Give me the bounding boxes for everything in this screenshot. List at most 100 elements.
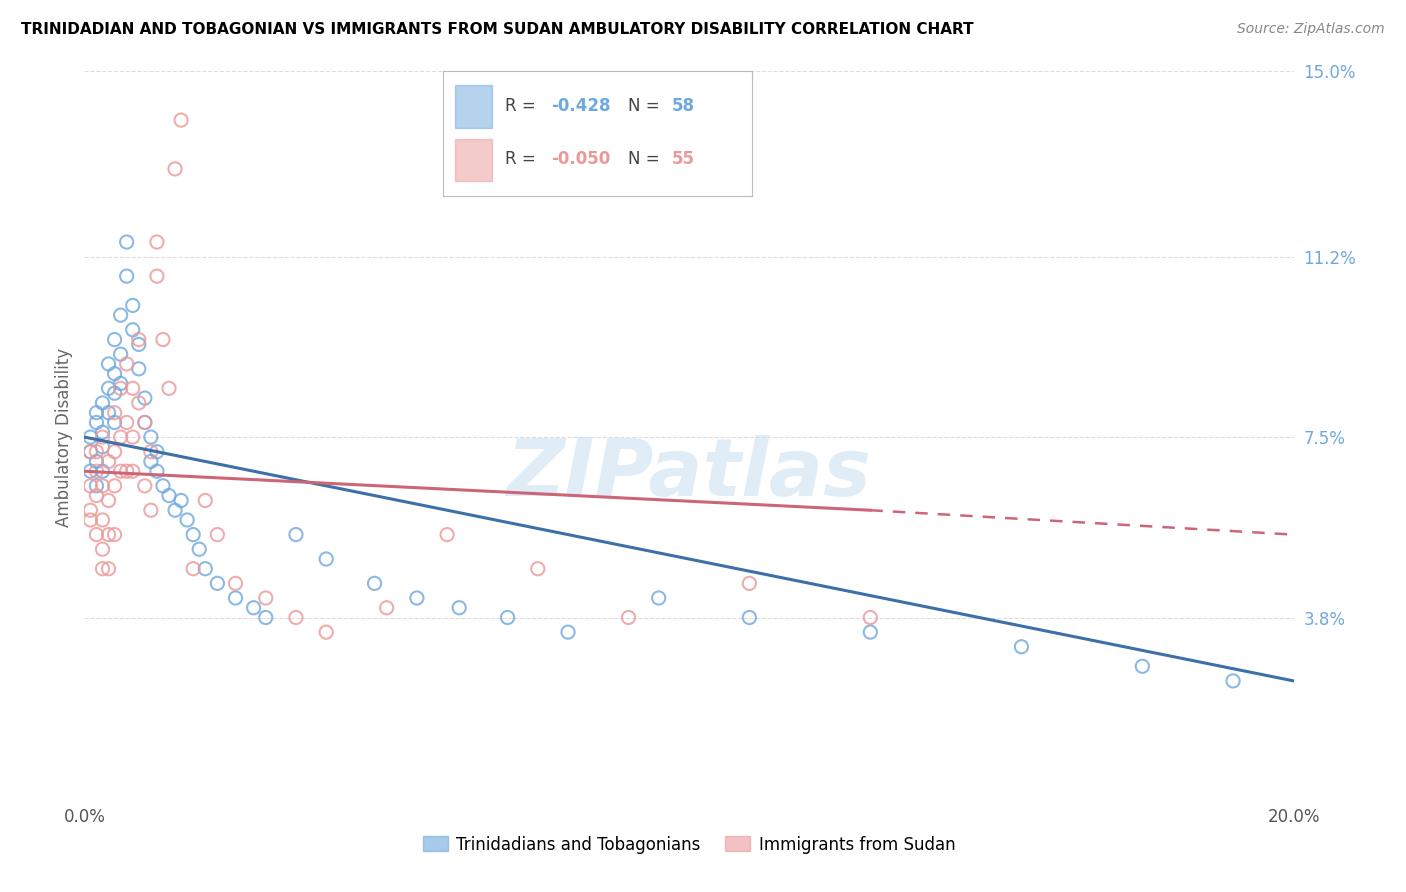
- Point: [115, 357, 138, 371]
- Point: [165, 161, 187, 176]
- Point: [225, 576, 247, 591]
- Point: [648, 591, 671, 605]
- Point: [194, 562, 217, 576]
- Point: [363, 576, 385, 591]
- Point: [97, 493, 120, 508]
- Point: [91, 513, 114, 527]
- Point: [97, 357, 120, 371]
- Text: -0.050: -0.050: [551, 150, 610, 168]
- Point: [97, 406, 120, 420]
- Point: [104, 386, 127, 401]
- Point: [86, 479, 108, 493]
- Point: [128, 337, 150, 351]
- Point: [134, 416, 156, 430]
- Point: [557, 625, 579, 640]
- Point: [97, 381, 120, 395]
- Point: [79, 503, 101, 517]
- Point: [207, 527, 229, 541]
- Point: [79, 479, 101, 493]
- Text: ZIPatlas: ZIPatlas: [506, 434, 872, 513]
- Point: [181, 562, 204, 576]
- Text: TRINIDADIAN AND TOBAGONIAN VS IMMIGRANTS FROM SUDAN AMBULATORY DISABILITY CORREL: TRINIDADIAN AND TOBAGONIAN VS IMMIGRANTS…: [21, 22, 974, 37]
- Point: [254, 591, 277, 605]
- Point: [146, 269, 169, 284]
- Point: [91, 464, 114, 478]
- Point: [79, 430, 101, 444]
- Point: [115, 464, 138, 478]
- Point: [115, 269, 138, 284]
- Point: [139, 430, 162, 444]
- Point: [449, 600, 471, 615]
- Point: [181, 527, 204, 541]
- Point: [110, 308, 132, 322]
- Point: [146, 464, 169, 478]
- Point: [91, 396, 114, 410]
- Point: [315, 552, 337, 566]
- Point: [285, 610, 308, 624]
- Point: [128, 396, 150, 410]
- Point: [207, 576, 229, 591]
- Text: -0.428: -0.428: [551, 97, 610, 115]
- Point: [157, 381, 180, 395]
- Point: [152, 333, 174, 347]
- Point: [86, 406, 108, 420]
- Point: [86, 454, 108, 468]
- Point: [79, 444, 101, 458]
- Point: [104, 527, 127, 541]
- Point: [242, 600, 264, 615]
- Text: N =: N =: [628, 150, 665, 168]
- Point: [152, 479, 174, 493]
- Point: [104, 444, 127, 458]
- Text: Source: ZipAtlas.com: Source: ZipAtlas.com: [1237, 22, 1385, 37]
- Point: [86, 527, 108, 541]
- Point: [91, 562, 114, 576]
- Point: [496, 610, 519, 624]
- Point: [225, 591, 247, 605]
- Point: [110, 430, 132, 444]
- Point: [104, 479, 127, 493]
- Point: [436, 527, 458, 541]
- Point: [104, 367, 127, 381]
- Point: [738, 576, 761, 591]
- Point: [121, 430, 143, 444]
- Point: [738, 610, 761, 624]
- Point: [115, 416, 138, 430]
- Point: [86, 416, 108, 430]
- Text: R =: R =: [505, 150, 541, 168]
- Point: [406, 591, 429, 605]
- Point: [110, 347, 132, 361]
- Point: [110, 376, 132, 391]
- Point: [97, 562, 120, 576]
- Text: 58: 58: [672, 97, 695, 115]
- Point: [254, 610, 277, 624]
- Point: [134, 391, 156, 405]
- Point: [86, 489, 108, 503]
- Bar: [456, 139, 492, 181]
- Point: [176, 513, 198, 527]
- Point: [115, 235, 138, 249]
- Point: [121, 323, 143, 337]
- Point: [79, 513, 101, 527]
- Bar: [456, 85, 492, 128]
- Point: [91, 430, 114, 444]
- Point: [91, 425, 114, 440]
- Point: [134, 416, 156, 430]
- Point: [146, 235, 169, 249]
- Point: [1222, 673, 1244, 688]
- Point: [121, 464, 143, 478]
- Point: [1130, 659, 1153, 673]
- Point: [79, 464, 101, 478]
- Point: [617, 610, 640, 624]
- Text: 55: 55: [672, 150, 695, 168]
- Legend: Trinidadians and Tobagonians, Immigrants from Sudan: Trinidadians and Tobagonians, Immigrants…: [416, 829, 962, 860]
- Point: [139, 444, 162, 458]
- Point: [121, 298, 143, 312]
- Point: [527, 562, 550, 576]
- Point: [1011, 640, 1033, 654]
- Point: [170, 113, 193, 128]
- Point: [285, 527, 308, 541]
- Point: [86, 464, 108, 478]
- Point: [79, 444, 101, 458]
- Point: [86, 444, 108, 458]
- Point: [194, 493, 217, 508]
